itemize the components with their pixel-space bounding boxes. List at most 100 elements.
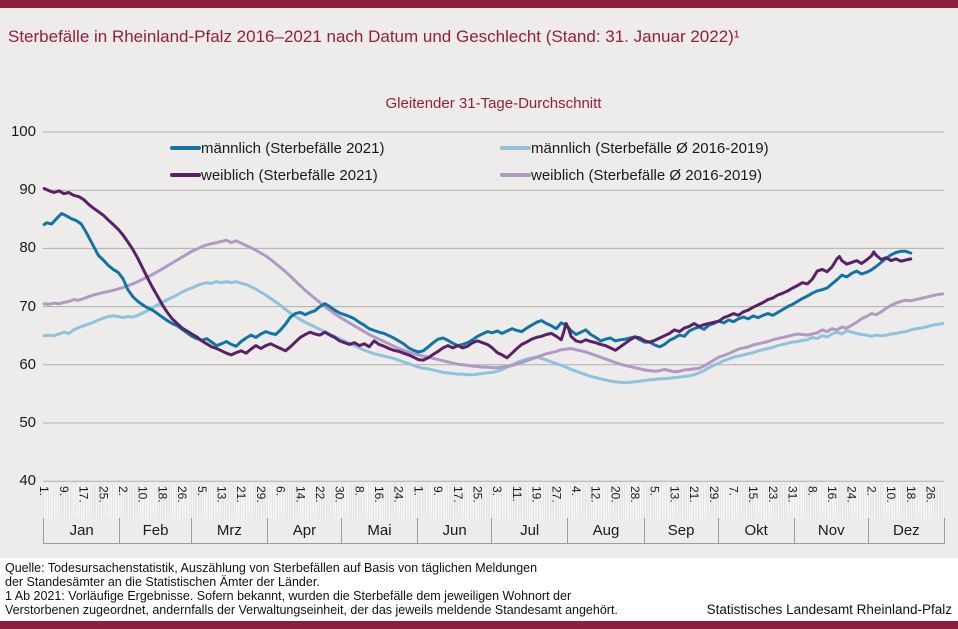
x-axis-tick-text: 30.: [332, 486, 347, 503]
x-axis-tick-label-38: 23.: [765, 486, 781, 517]
x-axis-tick-label-20: 1.: [410, 486, 426, 517]
x-axis-tick-text: 5.: [194, 486, 209, 497]
x-axis-tick-label-13: 6.: [273, 486, 289, 517]
month-label-jul: Jul: [491, 518, 567, 543]
legend-label: männlich (Sterbefälle 2021): [201, 139, 385, 157]
x-axis-tick-label-22: 17.: [450, 486, 466, 517]
x-axis-tick-label-36: 7.: [726, 486, 742, 517]
x-axis-tick-text: 18.: [155, 486, 170, 503]
legend-label: männlich (Sterbefälle Ø 2016-2019): [531, 139, 769, 157]
x-axis-tick-label-7: 18.: [154, 486, 170, 517]
x-axis-tick-label-3: 17.: [76, 486, 92, 517]
source-note-line-2: der Standesämter an die Statistischen Äm…: [5, 575, 320, 589]
x-axis-tick-text: 26.: [923, 486, 938, 503]
chart-title: Gleitender 31-Tage-Durchschnitt: [385, 95, 602, 112]
x-axis-tick-text: 21.: [687, 486, 702, 503]
x-axis-tick-label-1: 1.: [36, 486, 52, 517]
x-axis-tick-label-10: 13.: [213, 486, 229, 517]
legend-line-swatch-weiblich-avg: [500, 173, 531, 177]
y-axis-tick-label-100: 100: [10, 123, 36, 140]
x-axis-tick-text: 23.: [765, 486, 780, 503]
x-axis-tick-text: 13.: [214, 486, 229, 503]
legend-item-maennlich-2021: männlich (Sterbefälle 2021): [170, 137, 384, 159]
x-axis-tick-label-37: 15.: [745, 486, 761, 517]
x-axis-tick-text: 25.: [96, 486, 111, 503]
x-axis-tick-text: 19.: [529, 486, 544, 503]
x-axis-tick-label-5: 2.: [115, 486, 131, 517]
legend-line-swatch-weiblich-2021: [170, 173, 201, 177]
x-axis-tick-text: 29.: [706, 486, 721, 503]
x-axis-tick-text: 1.: [37, 486, 52, 497]
x-axis-tick-label-28: 4.: [568, 486, 584, 517]
x-axis-tick-label-17: 8.: [351, 486, 367, 517]
x-axis-tick-text: 17.: [76, 486, 91, 503]
x-axis-tick-text: 15.: [746, 486, 761, 503]
x-axis-tick-text: 12.: [588, 486, 603, 503]
x-axis-tick-label-19: 24.: [391, 486, 407, 517]
legend-line-swatch-maennlich-avg: [500, 146, 531, 150]
month-label-okt: Okt: [717, 518, 794, 543]
x-axis-tick-text: 18.: [903, 486, 918, 503]
month-label-apr: Apr: [267, 518, 341, 543]
x-axis-tick-label-9: 5.: [194, 486, 210, 517]
branding-label: Statistisches Landesamt Rheinland-Pfalz: [706, 602, 952, 617]
x-axis-day-strip: [43, 484, 944, 518]
footnote-line-2: Verstorbenen zugeordnet, andernfalls der…: [5, 603, 618, 617]
top-accent-bar: [0, 0, 958, 8]
y-axis-tick-label-90: 90: [19, 181, 36, 199]
x-axis-tick-text: 25.: [470, 486, 485, 503]
x-axis-month-row: Jan Feb Mrz Apr Mai Jun Jul Aug Sep Okt Nov Dez: [43, 518, 945, 544]
x-axis-tick-text: 16.: [372, 486, 387, 503]
x-axis-tick-text: 14.: [293, 486, 308, 503]
x-axis-tick-label-41: 16.: [824, 486, 840, 517]
x-axis-tick-label-39: 31.: [785, 486, 801, 517]
x-axis-tick-text: 2.: [864, 486, 879, 497]
y-axis-tick-label-70: 70: [19, 297, 36, 315]
x-axis-tick-text: 6.: [273, 486, 288, 497]
month-label-sep: Sep: [643, 518, 718, 543]
x-axis-tick-label-27: 27.: [548, 486, 564, 517]
x-axis-tick-label-29: 12.: [588, 486, 604, 517]
x-axis-tick-label-23: 25.: [469, 486, 485, 517]
month-label-feb: Feb: [119, 518, 190, 543]
month-label-dez: Dez: [867, 518, 944, 543]
x-axis-tick-label-12: 29.: [253, 486, 269, 517]
x-axis-tick-label-30: 20.: [607, 486, 623, 517]
x-axis-tick-text: 3.: [490, 486, 505, 497]
footer: Quelle: Todesursachenstatistik, Auszählu…: [0, 558, 958, 621]
x-axis-tick-label-33: 13.: [666, 486, 682, 517]
legend-label: weiblich (Sterbefälle Ø 2016-2019): [531, 166, 762, 184]
x-axis-tick-text: 5.: [647, 486, 662, 497]
x-axis-tick-text: 24.: [391, 486, 406, 503]
x-axis-tick-text: 9.: [431, 486, 446, 497]
x-axis-tick-text: 21.: [234, 486, 249, 503]
x-axis-tick-label-32: 5.: [647, 486, 663, 517]
x-axis-tick-text: 4.: [568, 486, 583, 497]
bottom-accent-bar: [0, 621, 958, 629]
x-axis-tick-text: 11.: [509, 486, 524, 502]
x-axis-tick-label-24: 3.: [489, 486, 505, 517]
x-axis-tick-text: 10.: [135, 486, 150, 503]
x-axis-tick-text: 8.: [352, 486, 367, 497]
x-axis-tick-text: 10.: [884, 486, 899, 503]
month-label-jun: Jun: [417, 518, 491, 543]
month-label-mrz: Mrz: [190, 518, 267, 543]
legend-line-swatch-maennlich-2021: [170, 146, 201, 150]
x-axis-tick-text: 29.: [253, 486, 268, 503]
x-axis-tick-text: 20.: [608, 486, 623, 503]
x-axis-tick-text: 31.: [785, 486, 800, 503]
x-axis-tick-label-26: 19.: [529, 486, 545, 517]
month-label-jan: Jan: [43, 518, 119, 543]
x-axis-tick-text: 17.: [450, 486, 465, 503]
x-axis-tick-label-15: 22.: [312, 486, 328, 517]
x-axis-tick-text: 7.: [726, 486, 741, 497]
x-axis-tick-label-4: 25.: [95, 486, 111, 517]
chart-background-panel: [0, 8, 958, 558]
month-label-aug: Aug: [567, 518, 643, 543]
x-axis-tick-text: 24.: [844, 486, 859, 503]
x-axis-tick-text: 8.: [805, 486, 820, 497]
source-note-line-1: Quelle: Todesursachenstatistik, Auszählu…: [5, 561, 538, 575]
x-axis-tick-label-21: 9.: [430, 486, 446, 517]
legend-item-weiblich-2021: weiblich (Sterbefälle 2021): [170, 164, 378, 186]
